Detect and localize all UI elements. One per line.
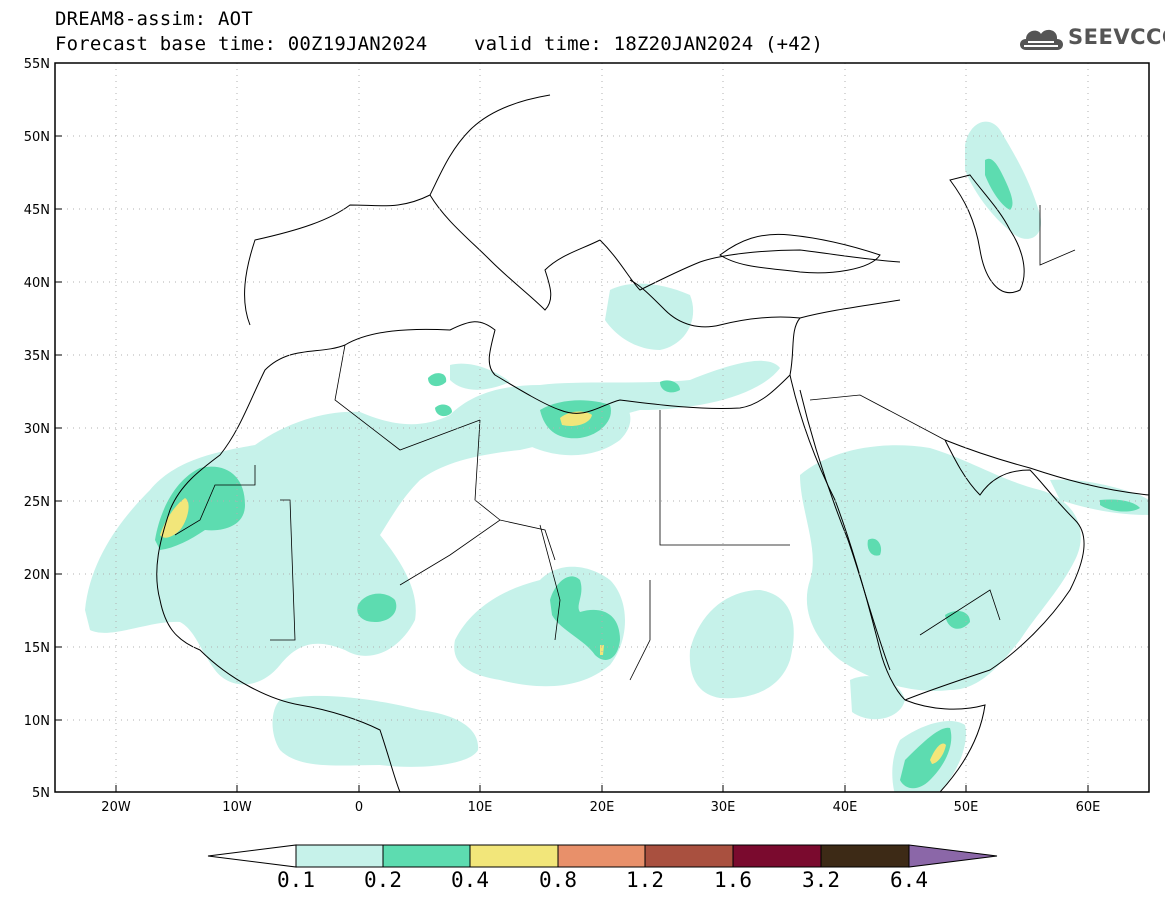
colorbar-label: 0.8	[539, 868, 577, 892]
aot-level-0.4	[160, 411, 946, 764]
coastlines	[156, 94, 1149, 792]
colorbar-label: 1.6	[714, 868, 752, 892]
forecast-base-time: Forecast base time: 00Z19JAN2024	[55, 33, 428, 55]
colorbar-segment	[469, 844, 559, 868]
colorbar-segment	[644, 844, 734, 868]
lat-label: 10N	[24, 714, 50, 729]
lat-label: 20N	[24, 568, 50, 583]
colorbar-segment	[557, 844, 646, 868]
lat-label: 45N	[24, 203, 50, 218]
lon-label: 50E	[954, 800, 979, 815]
lon-label: 30E	[711, 800, 736, 815]
country-borders	[174, 205, 1076, 681]
colorbar-label: 1.2	[626, 868, 664, 892]
aot-contours	[85, 121, 1149, 792]
lat-label: 25N	[24, 495, 50, 510]
colorbar-label: 6.4	[890, 868, 928, 892]
logo-text: SEEVCCC	[1068, 25, 1165, 49]
lat-label: 30N	[24, 422, 50, 437]
lat-label: 40N	[24, 276, 50, 291]
axis-ticks	[55, 62, 1089, 792]
lon-label: 20W	[101, 800, 131, 815]
latitude-labels: 55N 50N 45N 40N 35N 30N 25N 20N 15N 10N …	[24, 57, 50, 801]
map-title: DREAM8-assim: AOT	[55, 8, 253, 30]
longitude-labels: 20W 10W 0 10E 20E 30E 40E 50E 60E	[101, 800, 1100, 815]
lat-lon-grid	[55, 63, 1149, 792]
colorbar-label: 0.2	[364, 868, 402, 892]
colorbar-segment	[732, 844, 822, 868]
aot-level-0.1	[85, 121, 1149, 792]
colorbar	[207, 844, 998, 868]
cloud-icon	[1020, 29, 1063, 50]
colorbar-segment	[382, 844, 471, 868]
lon-label: 10W	[222, 800, 252, 815]
colorbar-segment	[820, 844, 910, 868]
lon-label: 60E	[1076, 800, 1101, 815]
lon-label: 20E	[590, 800, 615, 815]
lat-label: 35N	[24, 349, 50, 364]
colorbar-label: 0.1	[277, 868, 315, 892]
colorbar-segment	[295, 844, 384, 868]
colorbar-segment-low	[207, 844, 297, 868]
colorbar-segment-high	[908, 844, 998, 868]
lon-label: 0	[355, 800, 363, 815]
map-subtitle: Forecast base time: 00Z19JAN2024 valid t…	[55, 33, 823, 55]
valid-time: valid time: 18Z20JAN2024 (+42)	[474, 33, 824, 55]
lat-label: 55N	[24, 57, 50, 72]
colorbar-label: 3.2	[802, 868, 840, 892]
colorbar-label: 0.4	[451, 868, 489, 892]
lat-label: 50N	[24, 130, 50, 145]
lon-label: 40E	[833, 800, 858, 815]
seevccc-logo: SEEVCCC	[1016, 22, 1165, 54]
lat-label: 15N	[24, 641, 50, 656]
lat-label: 5N	[32, 786, 50, 801]
lon-label: 10E	[468, 800, 493, 815]
